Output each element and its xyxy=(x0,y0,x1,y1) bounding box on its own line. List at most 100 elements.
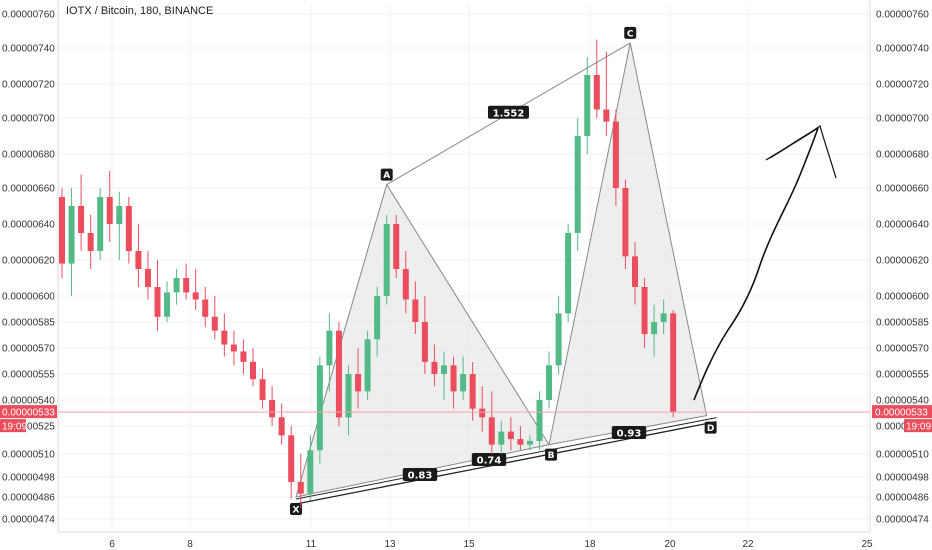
candle xyxy=(345,365,352,436)
price-tick-label: 0.00000640 xyxy=(876,220,929,231)
candles xyxy=(59,39,677,508)
candle-body xyxy=(603,109,610,122)
price-tick-label: 0.00000640 xyxy=(2,220,55,231)
time-tick-label: 22 xyxy=(742,539,754,550)
candle-body xyxy=(355,374,362,392)
pattern-line-xd-upper xyxy=(295,417,717,500)
candle xyxy=(316,356,323,464)
price-tick-label: 0.00000474 xyxy=(2,515,55,526)
right-price-tag: 0.00000533 xyxy=(875,408,928,419)
price-tick-label: 0.00000570 xyxy=(876,344,929,355)
candle xyxy=(584,57,591,154)
left-price-tag-bg xyxy=(0,405,57,419)
candle-body xyxy=(116,206,123,224)
candle-body xyxy=(97,197,104,251)
candle xyxy=(402,251,409,314)
candle xyxy=(230,330,237,366)
candle xyxy=(297,454,304,508)
candle xyxy=(259,368,266,409)
candle-body xyxy=(507,431,514,440)
candle-body xyxy=(488,417,495,445)
candle xyxy=(192,269,199,310)
candle-body xyxy=(450,365,457,392)
price-tick-label: 0.00000620 xyxy=(876,256,929,267)
projection-path xyxy=(693,127,819,401)
point-label-x-bg xyxy=(289,503,302,515)
time-tick-label: 20 xyxy=(664,539,676,550)
candle xyxy=(565,224,572,322)
left-countdown-bg xyxy=(0,419,26,433)
candle-body xyxy=(316,365,323,451)
candle xyxy=(460,356,467,400)
candle-body xyxy=(135,251,142,269)
candle xyxy=(307,435,314,501)
left-price-axis[interactable]: 0.00000760 0.00000740 0.00000720 0.00000700… xyxy=(2,10,55,526)
left-price-tag: 0.00000533 xyxy=(2,408,55,419)
candle xyxy=(622,179,629,269)
price-tick-label: 0.00000510 xyxy=(2,450,55,461)
candle-body xyxy=(431,361,438,374)
price-tick-label: 0.00000510 xyxy=(876,450,929,461)
candle-body xyxy=(240,351,247,362)
candle-body xyxy=(106,197,113,224)
candle-body xyxy=(555,313,562,366)
ratio-label-1552-bg xyxy=(487,105,529,119)
candle-body xyxy=(498,431,505,445)
candle xyxy=(125,197,132,264)
candle-body xyxy=(383,224,390,296)
candle xyxy=(326,313,333,392)
candle-body xyxy=(651,322,658,335)
candle xyxy=(250,348,256,387)
ratio-label-074-bg xyxy=(471,453,507,466)
price-tick-label: 0.00000555 xyxy=(2,370,55,381)
candle xyxy=(278,403,285,445)
candle-body xyxy=(173,278,180,293)
price-tick-label: 0.00000720 xyxy=(2,80,55,91)
right-price-axis[interactable]: 0.00000760 0.00000740 0.00000720 0.00000700… xyxy=(876,10,929,526)
candle xyxy=(116,191,123,260)
candle xyxy=(364,330,371,400)
price-tick-label: 0.00000585 xyxy=(2,318,55,329)
candle xyxy=(173,269,180,305)
candle-body xyxy=(259,379,266,400)
candle xyxy=(479,386,486,432)
price-tick-label: 0.00000660 xyxy=(2,184,55,195)
ratio-label-093: 0.93 xyxy=(617,429,642,440)
price-tick-label: 0.00000570 xyxy=(2,344,55,355)
time-tick-label: 18 xyxy=(584,539,596,550)
price-tick-label: 0.00000525 xyxy=(2,422,55,433)
price-tick-label: 0.00000660 xyxy=(876,184,929,195)
candle-body xyxy=(517,439,524,445)
price-tick-label: 0.00000486 xyxy=(2,493,55,504)
candle xyxy=(106,171,113,242)
point-label-b: B xyxy=(548,451,555,461)
candle xyxy=(355,348,362,409)
candle-body xyxy=(68,206,75,264)
projection-drawing[interactable] xyxy=(693,125,837,401)
candle xyxy=(526,435,533,451)
right-countdown-bg xyxy=(904,419,932,433)
candle xyxy=(335,322,342,426)
candle xyxy=(221,313,228,357)
candle xyxy=(240,339,247,374)
time-axis[interactable]: 6 8 11 13 15 18 20 22 25 xyxy=(109,539,873,550)
candle-body xyxy=(421,322,428,362)
candle xyxy=(517,426,524,451)
price-tick-label: 0.00000740 xyxy=(876,44,929,55)
price-tick-label: 0.00000740 xyxy=(2,44,55,55)
candle-body xyxy=(469,374,476,409)
price-tick-label: 0.00000620 xyxy=(2,256,55,267)
candle xyxy=(68,188,75,296)
candle xyxy=(498,420,505,454)
price-tick-label: 0.00000540 xyxy=(2,396,55,407)
price-tick-label: 0.00000498 xyxy=(2,473,55,484)
candle xyxy=(651,304,658,357)
candle-body xyxy=(297,482,304,494)
candle-body xyxy=(288,435,295,482)
current-price-group: 0.00000533 19:09 0.00000533 19:09 xyxy=(0,405,932,433)
price-tick-label: 0.00000474 xyxy=(876,515,929,526)
candle-body xyxy=(211,316,218,331)
price-tick-label: 0.00000555 xyxy=(876,370,929,381)
